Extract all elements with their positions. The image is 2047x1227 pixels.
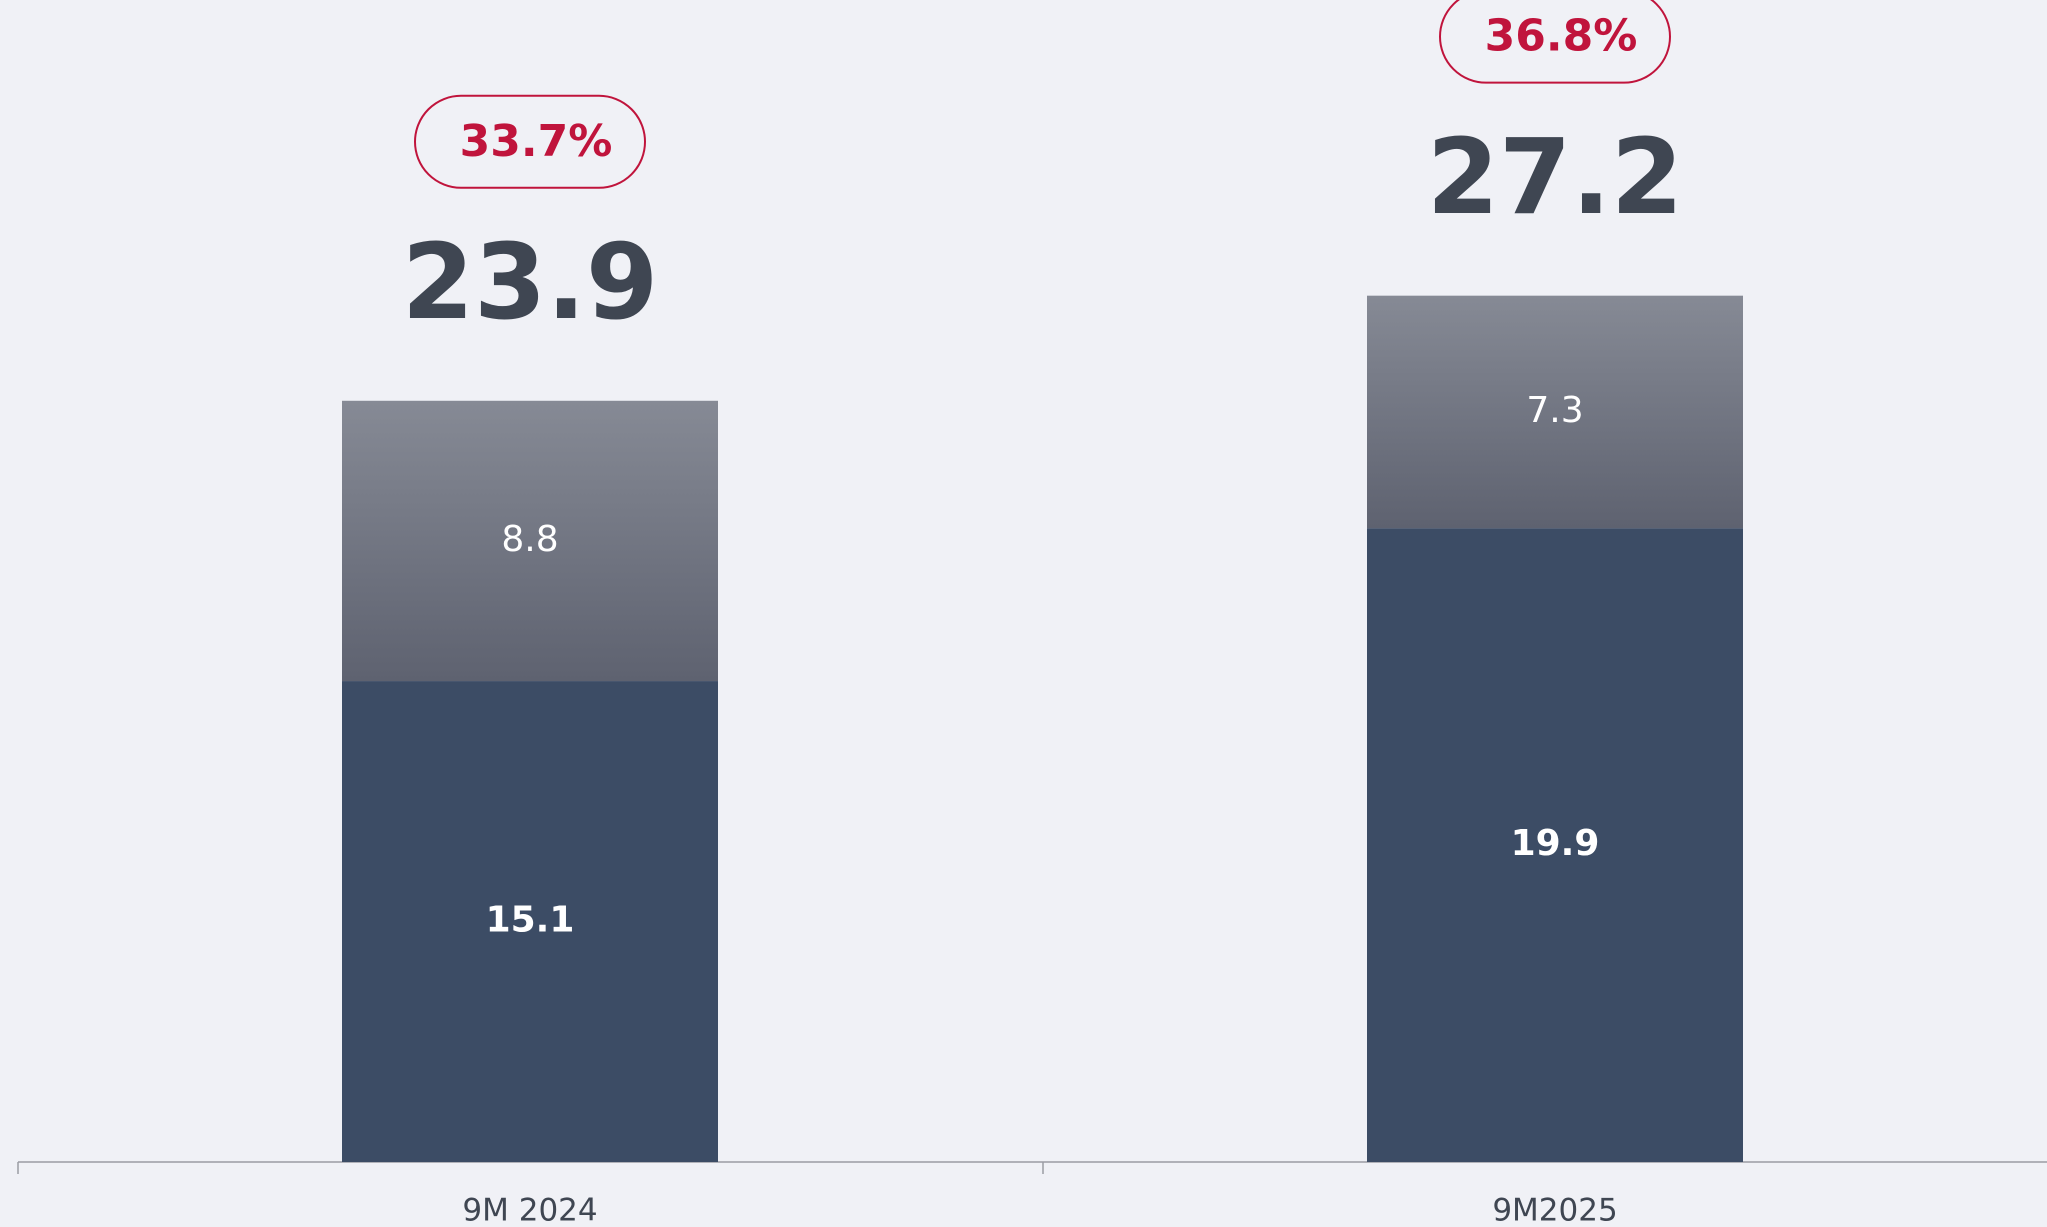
bar-segment — [1367, 528, 1743, 1162]
annotation-pill — [414, 94, 646, 189]
segment-label: 8.8 — [501, 519, 558, 560]
x-tick-label: 9M 2024 — [462, 1193, 597, 1227]
total-label: 23.9 — [402, 221, 659, 343]
segment-label: 19.9 — [1511, 823, 1600, 864]
segment-label: 15.1 — [486, 900, 575, 941]
segment-label: 7.3 — [1526, 390, 1583, 431]
annotation-label: 33.7% — [460, 116, 613, 167]
annotation-pill — [1439, 0, 1671, 84]
bar-segment — [342, 400, 718, 682]
bar-segment — [342, 681, 718, 1162]
annotation-label: 36.8% — [1485, 11, 1638, 62]
total-label: 27.2 — [1427, 116, 1684, 238]
bar-segment — [1367, 295, 1743, 529]
x-tick-label: 9M2025 — [1492, 1193, 1617, 1227]
